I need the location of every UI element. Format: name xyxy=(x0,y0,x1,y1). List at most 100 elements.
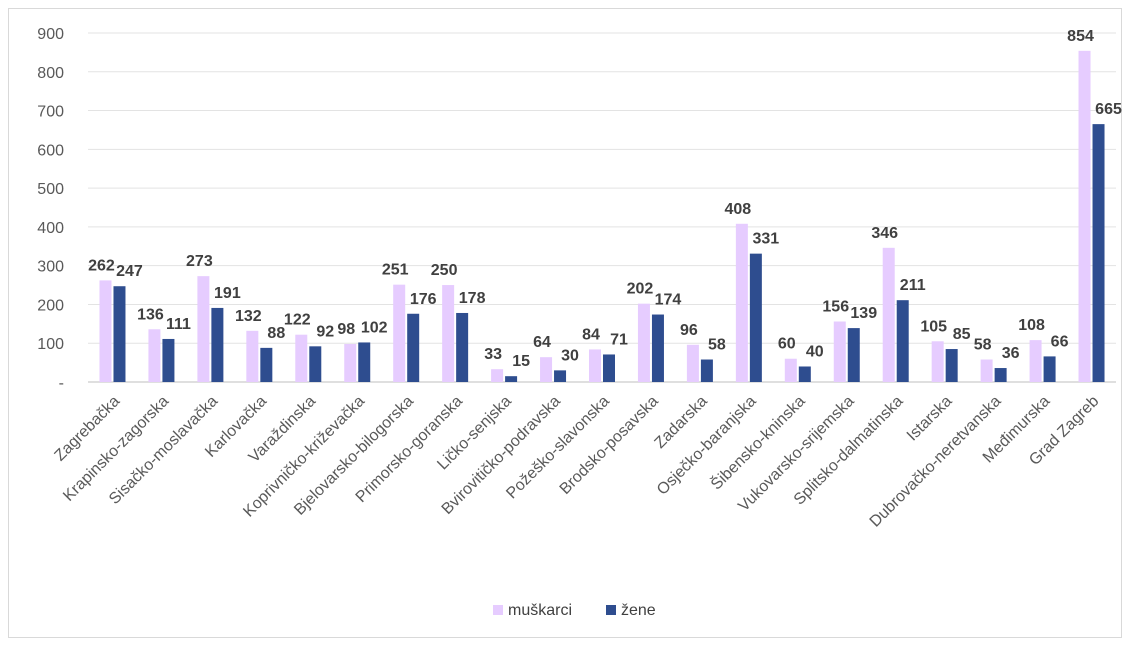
data-label-zene: 15 xyxy=(512,353,530,370)
data-label-muskarci: 346 xyxy=(871,225,898,242)
data-label-zene: 92 xyxy=(316,323,334,340)
y-tick-label: 200 xyxy=(37,297,64,314)
category-label: Brodsko-posavska xyxy=(557,393,662,498)
data-label-zene: 40 xyxy=(806,343,824,360)
data-label-muskarci: 202 xyxy=(627,281,654,298)
data-label-muskarci: 408 xyxy=(725,201,752,218)
data-label-zene: 139 xyxy=(850,305,877,322)
data-label-muskarci: 98 xyxy=(337,321,355,338)
data-label-zene: 174 xyxy=(655,292,682,309)
data-label-zene: 331 xyxy=(753,231,780,248)
bar-zene xyxy=(994,368,1007,382)
data-label-muskarci: 33 xyxy=(484,346,502,363)
data-label-muskarci: 96 xyxy=(680,322,698,339)
data-label-zene: 247 xyxy=(116,263,143,280)
y-tick-label: 400 xyxy=(37,220,64,237)
data-label-muskarci: 64 xyxy=(533,334,551,351)
data-label-zene: 665 xyxy=(1095,101,1122,118)
y-tick-label: 700 xyxy=(37,104,64,121)
data-label-muskarci: 105 xyxy=(920,318,947,335)
bar-zene xyxy=(651,314,664,382)
bar-zene xyxy=(113,286,126,382)
bar-muskarci xyxy=(344,343,357,382)
y-tick-label: 500 xyxy=(37,181,64,198)
y-tick-label: 900 xyxy=(37,26,64,43)
legend-swatch-zene xyxy=(606,605,616,615)
bar-zene xyxy=(456,312,469,382)
y-tick-label: 600 xyxy=(37,142,64,159)
data-label-muskarci: 136 xyxy=(137,306,164,323)
bar-muskarci xyxy=(197,276,210,382)
bar-zene xyxy=(603,354,615,382)
y-tick-label: - xyxy=(59,375,64,392)
legend-label-zene: žene xyxy=(621,602,656,619)
data-label-zene: 111 xyxy=(166,316,191,333)
data-label-zene: 66 xyxy=(1051,333,1069,350)
bar-muskarci xyxy=(980,359,993,382)
data-label-muskarci: 58 xyxy=(974,337,992,354)
data-label-muskarci: 273 xyxy=(186,253,213,270)
bar-muskarci xyxy=(1029,340,1042,382)
y-tick-label: 100 xyxy=(37,336,64,353)
bar-muskarci xyxy=(784,358,797,382)
data-label-muskarci: 84 xyxy=(582,326,600,343)
data-label-zene: 30 xyxy=(561,347,579,364)
bar-muskarci xyxy=(589,349,601,382)
data-label-muskarci: 262 xyxy=(88,257,115,274)
data-label-zene: 36 xyxy=(1002,345,1020,362)
data-label-muskarci: 122 xyxy=(284,312,311,329)
data-label-zene: 191 xyxy=(214,285,241,302)
bar-muskarci xyxy=(540,357,553,382)
data-label-zene: 88 xyxy=(267,325,285,342)
data-label-muskarci: 250 xyxy=(431,262,458,279)
bar-muskarci xyxy=(686,344,699,382)
bar-zene xyxy=(309,346,322,382)
data-label-muskarci: 156 xyxy=(822,299,849,316)
bar-muskarci xyxy=(99,280,112,382)
bar-zene xyxy=(700,359,713,382)
bar-zene xyxy=(505,376,518,382)
data-label-zene: 102 xyxy=(361,319,388,336)
data-label-muskarci: 60 xyxy=(778,336,796,353)
data-label-muskarci: 108 xyxy=(1018,317,1045,334)
data-label-zene: 71 xyxy=(610,331,628,348)
data-label-zene: 85 xyxy=(953,326,971,343)
data-label-zene: 211 xyxy=(900,277,926,294)
data-label-muskarci: 854 xyxy=(1067,28,1094,45)
bar-muskarci xyxy=(246,330,259,382)
bar-zene xyxy=(358,342,371,382)
bar-zene xyxy=(554,370,567,382)
bar-muskarci xyxy=(882,247,895,382)
bar-zene xyxy=(162,338,175,382)
bar-muskarci xyxy=(393,284,406,382)
bar-muskarci xyxy=(442,285,455,382)
y-tick-label: 300 xyxy=(37,259,64,276)
bar-zene xyxy=(1043,356,1056,382)
bar-muskarci xyxy=(295,334,308,382)
bar-zene xyxy=(260,347,273,382)
bar-zene xyxy=(749,253,762,382)
bar-zene xyxy=(407,313,420,382)
bar-zene xyxy=(896,300,909,382)
bar-muskarci xyxy=(148,329,161,382)
y-tick-label: 800 xyxy=(37,65,64,82)
legend-label-muskarci: muškarci xyxy=(508,602,572,619)
chart-frame xyxy=(8,8,1122,638)
legend-swatch-muskarci xyxy=(493,605,503,615)
bar-muskarci xyxy=(931,341,944,382)
data-label-muskarci: 132 xyxy=(235,308,262,325)
bar-zene xyxy=(945,349,958,382)
bar-muskarci xyxy=(833,321,846,382)
bar-zene xyxy=(798,366,811,382)
data-label-zene: 176 xyxy=(410,291,437,308)
bar-muskarci xyxy=(1078,50,1091,383)
data-label-zene: 58 xyxy=(708,337,726,354)
bar-zene xyxy=(211,307,224,382)
bar-muskarci xyxy=(735,223,748,382)
data-label-muskarci: 251 xyxy=(382,262,409,279)
bar-muskarci xyxy=(637,303,650,382)
bar-zene xyxy=(847,328,860,382)
bar-muskarci xyxy=(491,369,504,382)
data-label-zene: 178 xyxy=(459,290,486,307)
